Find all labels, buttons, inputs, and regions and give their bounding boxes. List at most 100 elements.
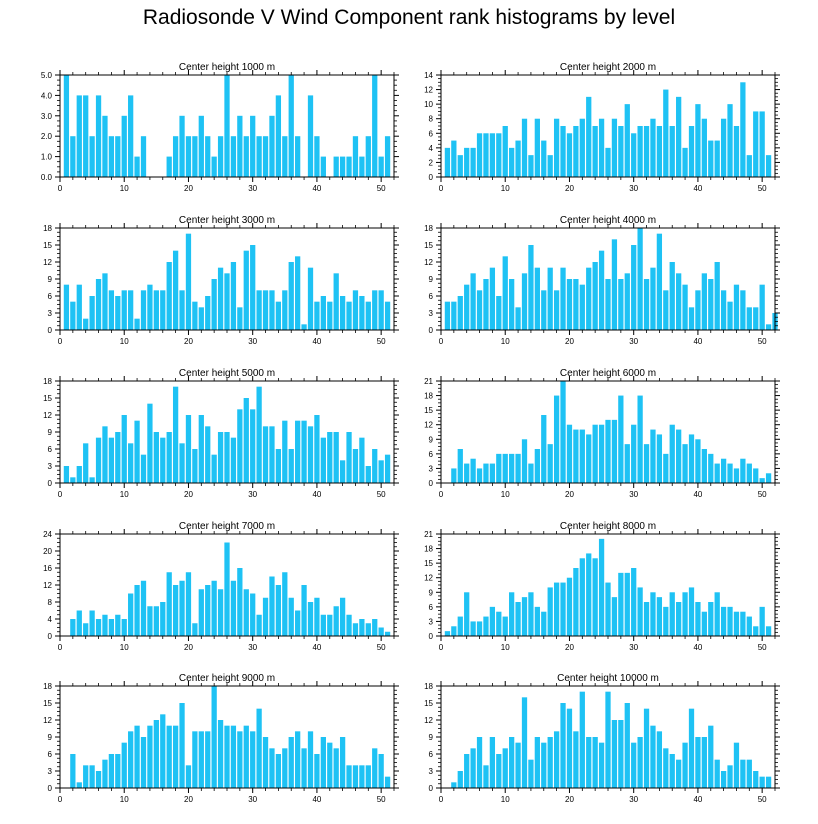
histogram-bar (476, 133, 483, 177)
histogram-bar (502, 453, 508, 483)
histogram-bar (740, 458, 746, 483)
x-tick-label: 10 (501, 490, 510, 499)
y-tick-label: 12 (43, 716, 52, 725)
histogram-bar (275, 301, 282, 330)
y-tick-label: 3 (48, 767, 53, 776)
histogram-bar (496, 296, 502, 330)
histogram-bar (476, 621, 483, 636)
histogram-bar (650, 118, 656, 177)
histogram-bar (669, 592, 675, 636)
histogram-bar (534, 267, 540, 330)
histogram-bar (160, 714, 166, 788)
histogram-bar (605, 279, 611, 330)
histogram-bar (83, 443, 89, 483)
histogram-bar (682, 592, 688, 636)
histogram-bar (198, 731, 204, 788)
histogram-panel: Center height 9000 m 0 3 6 9 12 15 18 0 10 20 30 40 5… (43, 673, 399, 804)
histogram-bar (179, 443, 185, 483)
y-tick-label: 0 (48, 632, 53, 641)
histogram-bar (765, 626, 772, 636)
histogram-bar (637, 587, 643, 636)
histogram-bar (464, 592, 470, 636)
histogram-bar (682, 742, 688, 788)
histogram-bar (676, 96, 682, 177)
histogram-bar (586, 267, 592, 330)
histogram-bar (140, 580, 147, 636)
histogram-bar (185, 415, 192, 483)
y-tick-label: 1.0 (41, 153, 53, 162)
histogram-bar (102, 273, 108, 330)
histogram-bar (611, 720, 618, 788)
histogram-bar (708, 453, 714, 483)
histogram-bar (573, 429, 579, 483)
histogram-bar (669, 262, 675, 330)
histogram-bar (327, 301, 333, 330)
panel-title: Center height 4000 m (560, 215, 656, 226)
histogram-bar (663, 89, 669, 177)
histogram-bar (618, 126, 624, 177)
histogram-bar (269, 576, 275, 636)
histogram-bar (573, 568, 579, 636)
histogram-bar (727, 104, 733, 177)
histogram-bar (378, 754, 384, 788)
histogram-bar (256, 386, 262, 483)
histogram-bar (352, 290, 359, 330)
histogram-bar (720, 118, 727, 177)
histogram-bar (346, 765, 352, 788)
y-tick-label: 3 (429, 767, 434, 776)
x-tick-label: 30 (629, 795, 638, 804)
histogram-bar (243, 250, 249, 330)
x-tick-label: 30 (248, 795, 257, 804)
histogram-bar (384, 301, 391, 330)
x-tick-label: 40 (312, 337, 321, 346)
histogram-bar (140, 136, 147, 177)
x-tick-label: 20 (565, 337, 574, 346)
histogram-bar (115, 614, 121, 636)
histogram-bar (205, 426, 211, 483)
histogram-bar (128, 95, 134, 177)
histogram-bar (579, 691, 585, 788)
y-tick-label: 18 (43, 224, 52, 233)
histogram-bar (301, 585, 307, 636)
histogram-bar (470, 147, 476, 177)
histogram-bar (676, 273, 682, 330)
y-tick-label: 0 (429, 632, 434, 641)
histogram-panel: Center height 5000 m 0 3 6 9 12 15 18 0 10 20 30 40 5… (43, 368, 399, 499)
histogram-panel: Center height 3000 m 0 3 6 9 12 15 18 0 10 20 30 40 5… (43, 215, 399, 346)
histogram-bar (528, 245, 534, 330)
x-tick-label: 30 (629, 337, 638, 346)
y-tick-label: 9 (48, 733, 53, 742)
histogram-bar (759, 284, 765, 330)
histogram-bar (224, 725, 230, 788)
y-tick-label: 16 (43, 564, 52, 573)
x-tick-label: 30 (629, 184, 638, 193)
histogram-bar (470, 621, 476, 636)
histogram-bar (509, 737, 515, 788)
histogram-bar (166, 262, 172, 330)
y-tick-label: 12 (424, 574, 433, 583)
histogram-bar (765, 324, 772, 330)
histogram-bar (83, 95, 89, 177)
histogram-bar (451, 140, 457, 177)
histogram-bar (211, 580, 217, 636)
histogram-bar (592, 558, 598, 636)
histogram-bar (598, 742, 605, 788)
y-tick-label: 10 (424, 100, 433, 109)
histogram-bar (682, 284, 688, 330)
histogram-bar (230, 580, 237, 636)
histogram-bar (611, 419, 618, 483)
histogram-bar (230, 136, 237, 177)
x-tick-label: 40 (693, 337, 702, 346)
y-tick-label: 12 (424, 258, 433, 267)
histogram-bar (547, 587, 553, 636)
histogram-bar (509, 592, 515, 636)
histogram-bar (483, 765, 489, 788)
histogram-bar (733, 611, 740, 636)
histogram-bar (192, 731, 198, 788)
histogram-bar (598, 424, 605, 483)
y-tick-label: 12 (43, 411, 52, 420)
histogram-bar (547, 444, 553, 483)
histogram-bar (134, 156, 140, 177)
histogram-bar (359, 765, 365, 788)
histogram-bar (243, 398, 249, 483)
